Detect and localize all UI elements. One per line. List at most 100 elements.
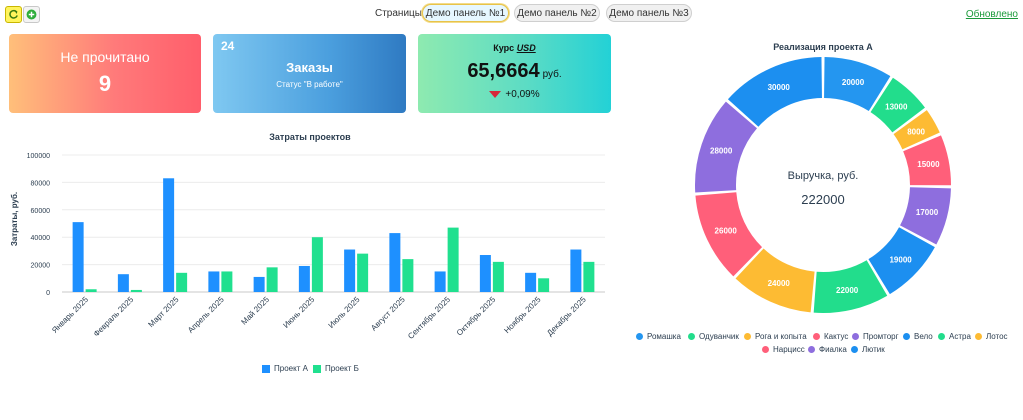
bar-project-a[interactable]	[479, 255, 491, 292]
legend-swatch	[762, 346, 769, 353]
donut-legend-item[interactable]: Лютик	[851, 345, 885, 354]
bar-project-b[interactable]	[85, 289, 97, 292]
rate-currency: USD	[516, 43, 536, 53]
bar-project-b[interactable]	[402, 259, 414, 292]
bar-project-a[interactable]	[117, 274, 129, 292]
donut-center-label: Выручка, руб.	[788, 170, 859, 182]
y-tick-label: 100000	[27, 153, 50, 160]
donut-slice-label: 17000	[916, 208, 939, 217]
x-tick-label: Апрель 2025	[186, 295, 226, 335]
bar-project-b[interactable]	[447, 227, 459, 292]
legend-swatch	[975, 333, 982, 340]
legend-label: Астра	[949, 332, 971, 341]
x-tick-label: Март 2025	[146, 295, 180, 329]
legend-label: Ромашка	[647, 332, 681, 341]
donut-slice-label: 15000	[917, 160, 940, 169]
donut-legend-item[interactable]: Одуванчик	[688, 332, 739, 341]
bar-project-a[interactable]	[163, 178, 175, 292]
exchange-rate-card[interactable]: Курс USD 65,6664 руб. +0,09%	[418, 34, 611, 113]
updated-link[interactable]: Обновлено	[965, 9, 1018, 20]
bar-project-b[interactable]	[176, 272, 188, 292]
orders-card[interactable]: 24 Заказы Статус "В работе"	[213, 34, 406, 113]
rate-line: 65,6664 руб.	[418, 60, 611, 83]
donut-slice[interactable]	[735, 248, 815, 313]
bar-project-a[interactable]	[208, 271, 220, 292]
donut-legend-item[interactable]: Рога и копыта	[744, 332, 807, 341]
donut-slices	[695, 57, 951, 313]
plus-circle-icon	[26, 9, 37, 20]
bar-project-b[interactable]	[130, 289, 142, 292]
donut-slice-label: 26000	[715, 227, 738, 236]
donut-slice-label: 19000	[889, 255, 912, 264]
bar-project-b[interactable]	[538, 278, 550, 292]
unread-card[interactable]: Не прочитано 9	[9, 34, 201, 113]
legend-label: Рога и копыта	[755, 332, 807, 341]
donut-slice[interactable]	[868, 227, 935, 295]
project-a-donut-chart: Реализация проекта А 20000 13000 8000 15000…	[695, 42, 951, 313]
donut-slice[interactable]	[813, 260, 888, 313]
series-b-label: Проект Б	[325, 364, 359, 373]
pages-label: Страницы:	[375, 8, 425, 19]
rate-title: Курс USD	[418, 43, 611, 53]
donut-slice[interactable]	[727, 57, 822, 127]
donut-slice[interactable]	[893, 110, 940, 150]
bar-project-b[interactable]	[492, 261, 504, 292]
bar-legend-series-b[interactable]: Проект Б	[313, 364, 359, 373]
donut-legend-item[interactable]: Фиалка	[808, 345, 847, 354]
donut-legend-item[interactable]: Ромашка	[636, 332, 681, 341]
bar-project-a[interactable]	[344, 249, 356, 292]
add-button[interactable]	[23, 6, 40, 23]
bar-chart-bars	[72, 178, 595, 292]
bar-project-b[interactable]	[311, 237, 323, 292]
donut-slice[interactable]	[695, 101, 758, 193]
bar-project-b[interactable]	[357, 253, 369, 292]
donut-slice[interactable]	[900, 187, 951, 245]
bar-project-a[interactable]	[389, 233, 401, 292]
donut-legend-item[interactable]: Кактус	[813, 332, 848, 341]
donut-slice[interactable]	[903, 135, 951, 186]
donut-slice-label: 20000	[842, 78, 865, 87]
bar-project-b[interactable]	[221, 271, 233, 292]
bar-chart-yticks: 0 20000 40000 60000 80000 100000	[27, 153, 50, 297]
donut-legend-item[interactable]: Астра	[938, 332, 971, 341]
bar-project-a[interactable]	[253, 276, 265, 292]
bar-project-a[interactable]	[434, 271, 446, 292]
legend-swatch	[744, 333, 751, 340]
bar-project-b[interactable]	[266, 267, 278, 292]
y-tick-label: 0	[46, 290, 50, 297]
donut-legend-item[interactable]: Вело	[903, 332, 933, 341]
legend-swatch	[938, 333, 945, 340]
rate-change-value: +0,09%	[505, 89, 540, 100]
legend-label: Одуванчик	[699, 332, 739, 341]
orders-status: Статус "В работе"	[276, 80, 343, 89]
legend-label: Вело	[914, 332, 933, 341]
unread-count: 9	[98, 71, 112, 96]
legend-label: Нарцисс	[773, 345, 805, 354]
bar-legend-series-a[interactable]: Проект А	[262, 364, 308, 373]
donut-slice-label: 13000	[885, 102, 908, 111]
tab-demo-panel-2[interactable]: Демо панель №2	[514, 4, 600, 22]
x-tick-label: Декабрь 2025	[545, 295, 588, 338]
donut-slice-label: 30000	[768, 83, 791, 92]
bar-project-a[interactable]	[72, 222, 84, 292]
donut-legend-item[interactable]: Лотос	[975, 332, 1008, 341]
donut-slice[interactable]	[870, 77, 925, 133]
donut-legend-item[interactable]: Нарцисс	[762, 345, 805, 354]
donut-slice[interactable]	[824, 57, 891, 112]
series-a-label: Проект А	[274, 364, 308, 373]
donut-slice[interactable]	[695, 192, 763, 277]
legend-swatch	[851, 346, 858, 353]
bar-project-a[interactable]	[525, 272, 537, 292]
tab-demo-panel-3[interactable]: Демо панель №3	[606, 4, 692, 22]
bar-project-a[interactable]	[570, 249, 582, 292]
refresh-button[interactable]	[5, 6, 22, 23]
donut-legend-item[interactable]: Промторг	[852, 332, 899, 341]
bar-chart-ylabel: Затраты, руб.	[10, 192, 19, 246]
x-tick-label: Май 2025	[239, 295, 271, 327]
tab-demo-panel-1[interactable]: Демо панель №1	[422, 4, 509, 22]
bar-project-b[interactable]	[583, 261, 595, 292]
bar-project-a[interactable]	[298, 265, 310, 292]
series-b-swatch	[313, 364, 321, 373]
y-tick-label: 20000	[31, 263, 51, 270]
legend-label: Лотос	[986, 332, 1008, 341]
